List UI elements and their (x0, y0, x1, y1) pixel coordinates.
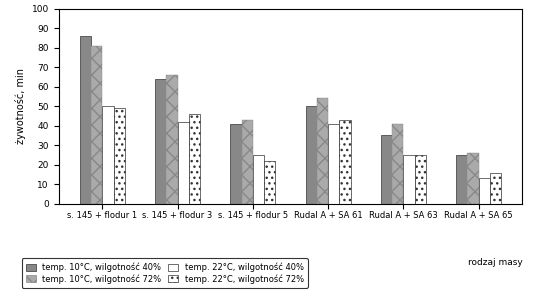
Bar (456, 155, 467, 204)
Bar (317, 98, 328, 204)
Bar (381, 136, 392, 204)
Bar (392, 124, 403, 204)
Bar (102, 106, 114, 204)
Bar (91, 46, 102, 204)
Bar (490, 173, 501, 204)
Bar (340, 120, 351, 204)
Bar (328, 124, 340, 204)
Legend: temp. 10°C, wilgotność 40%, temp. 10°C, wilgotność 72%, temp. 22°C, wilgotność 4: temp. 10°C, wilgotność 40%, temp. 10°C, … (21, 258, 308, 288)
Bar (264, 161, 276, 204)
Bar (403, 155, 415, 204)
Bar (415, 155, 426, 204)
Bar (230, 124, 241, 204)
Text: rodzaj masy: rodzaj masy (467, 258, 522, 267)
Bar (467, 153, 479, 204)
Bar (155, 79, 166, 204)
Bar (166, 75, 177, 204)
Bar (253, 155, 264, 204)
Bar (177, 122, 189, 204)
Bar (114, 108, 125, 204)
Bar (305, 106, 317, 204)
Bar (189, 114, 200, 204)
Bar (479, 178, 490, 204)
Y-axis label: żywotność, min: żywotność, min (15, 68, 26, 144)
Bar (80, 36, 91, 204)
Bar (241, 120, 253, 204)
